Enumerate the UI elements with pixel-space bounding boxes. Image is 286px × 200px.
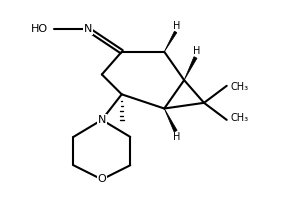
Polygon shape [164, 109, 177, 132]
Polygon shape [164, 31, 177, 52]
Text: CH₃: CH₃ [231, 113, 249, 123]
Text: CH₃: CH₃ [231, 82, 249, 92]
Text: H: H [173, 21, 181, 31]
Text: N: N [84, 24, 92, 34]
Text: H: H [173, 132, 181, 142]
Polygon shape [184, 57, 197, 80]
Text: H: H [193, 46, 200, 56]
Text: O: O [98, 174, 106, 184]
Text: N: N [98, 115, 106, 125]
Text: HO: HO [31, 24, 48, 34]
